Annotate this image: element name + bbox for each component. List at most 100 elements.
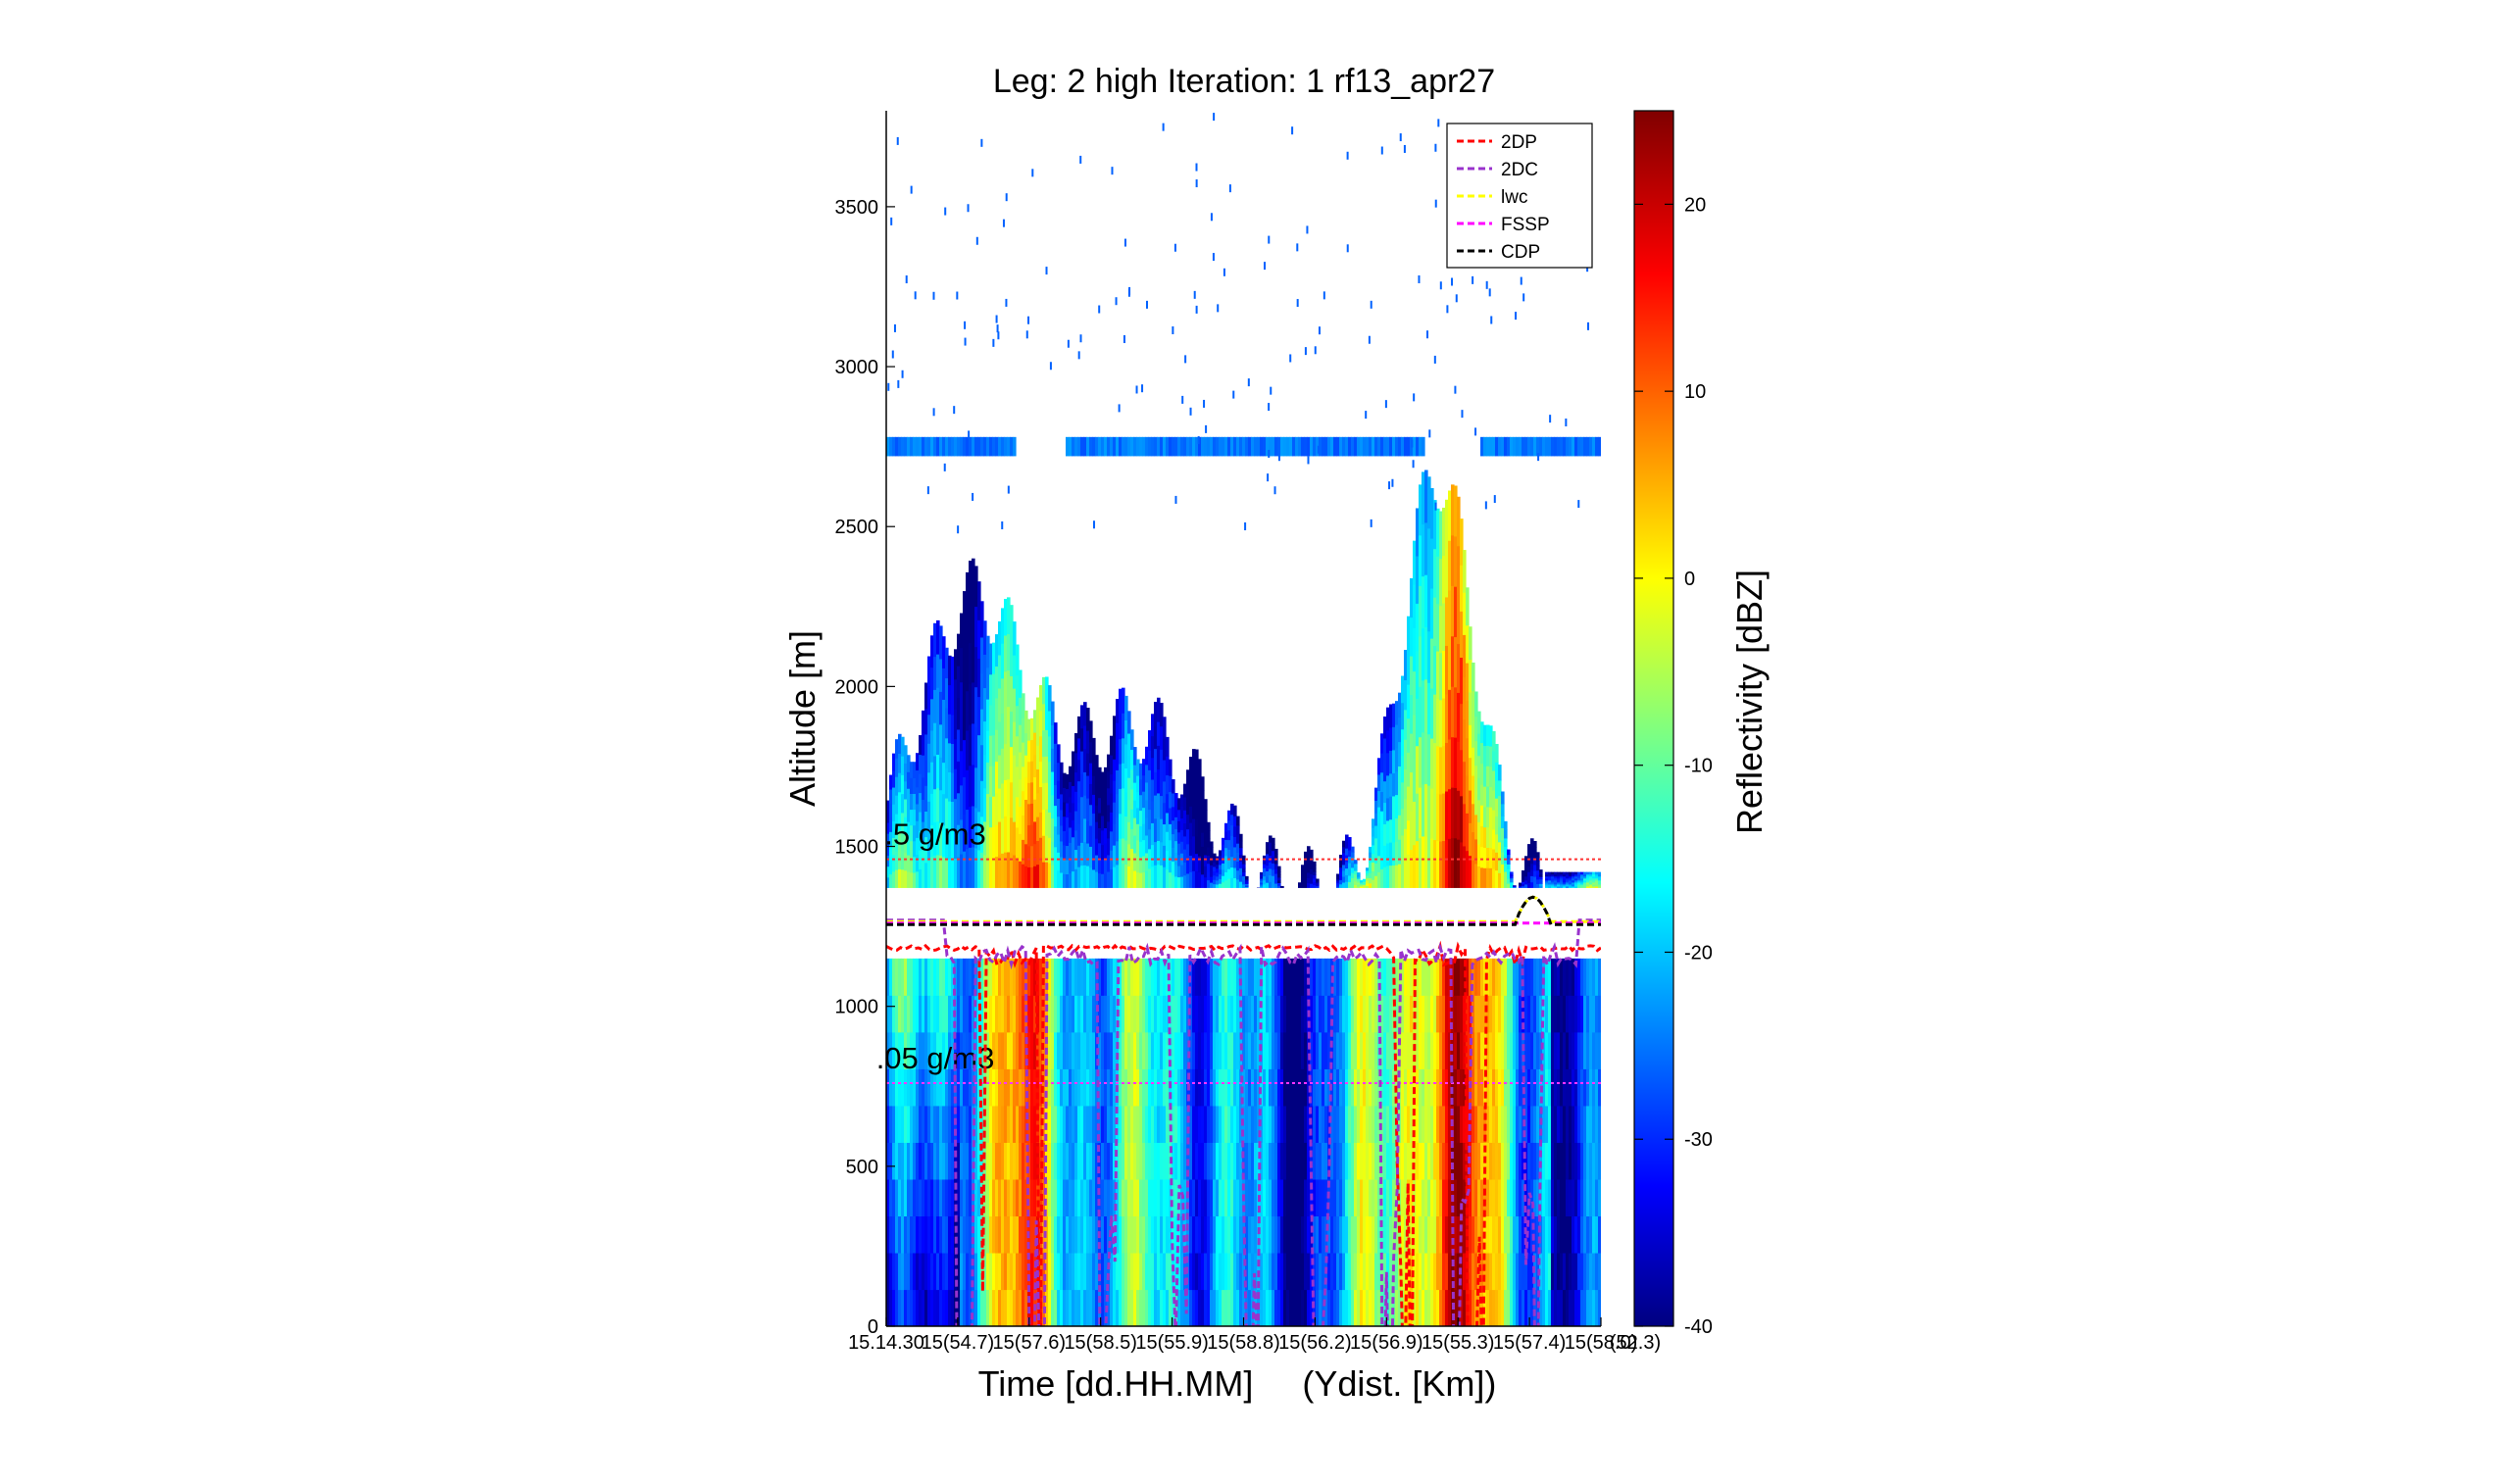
upper-layer-echo-cell xyxy=(1407,436,1411,457)
echo-cell xyxy=(1245,1142,1249,1180)
echo-cell xyxy=(1580,1289,1584,1326)
echo-cell xyxy=(1466,624,1470,664)
echo-cell xyxy=(1133,958,1137,996)
echo-cell xyxy=(1419,787,1422,839)
echo-cell xyxy=(1060,871,1064,889)
echo-cell xyxy=(1163,1068,1167,1107)
echo-cell xyxy=(1022,693,1025,718)
echo-cell xyxy=(1301,882,1305,886)
echo-cell xyxy=(1454,1289,1458,1326)
noise-speck xyxy=(1195,179,1198,188)
echo-cell xyxy=(1151,844,1155,867)
echo-cell xyxy=(1495,779,1499,799)
echo-cell xyxy=(1019,1215,1023,1254)
echo-cell xyxy=(1422,1215,1425,1254)
legend-label-lwc: lwc xyxy=(1501,187,1527,208)
echo-cell xyxy=(1369,877,1372,884)
echo-cell xyxy=(1372,844,1375,855)
echo-cell xyxy=(1369,862,1372,868)
echo-cell xyxy=(954,1031,958,1069)
echo-cell xyxy=(1124,958,1128,996)
echo-cell xyxy=(1513,958,1517,996)
echo-cell xyxy=(1092,737,1096,758)
echo-cell xyxy=(1563,885,1567,889)
echo-cell xyxy=(1589,1031,1593,1069)
echo-cell xyxy=(1586,885,1590,889)
echo-cell xyxy=(1042,1178,1046,1217)
echo-cell xyxy=(1548,1068,1552,1107)
echo-cell xyxy=(1207,838,1211,848)
echo-cell xyxy=(1019,1068,1023,1107)
echo-cell xyxy=(1001,1105,1005,1143)
upper-layer-echo-cell xyxy=(1007,436,1011,457)
echo-cell xyxy=(1033,731,1037,756)
echo-cell xyxy=(922,732,925,756)
echo-cell xyxy=(924,785,928,812)
echo-cell xyxy=(1245,880,1249,883)
echo-cell xyxy=(1154,1289,1158,1326)
echo-cell xyxy=(922,1142,925,1180)
echo-cell xyxy=(1557,877,1561,881)
echo-cell xyxy=(1333,1215,1337,1254)
echo-cell xyxy=(1598,1252,1601,1291)
echo-cell xyxy=(901,1068,905,1107)
echo-cell xyxy=(936,1068,940,1107)
echo-cell xyxy=(1195,1142,1199,1180)
echo-cell xyxy=(1266,1031,1270,1069)
echo-cell xyxy=(1422,627,1425,681)
echo-cell xyxy=(933,1215,937,1254)
echo-cell xyxy=(1098,958,1102,996)
echo-cell xyxy=(1139,841,1143,858)
echo-cell xyxy=(1239,881,1243,889)
echo-cell xyxy=(1424,783,1428,837)
echo-cell xyxy=(1457,692,1461,742)
echo-cell xyxy=(1051,701,1055,725)
echo-cell xyxy=(939,691,943,725)
echo-cell xyxy=(910,871,914,889)
echo-cell xyxy=(1383,759,1387,782)
echo-cell xyxy=(995,1252,999,1291)
echo-cell xyxy=(1110,1252,1114,1291)
echo-cell xyxy=(1036,768,1040,794)
echo-cell xyxy=(1539,876,1543,880)
echo-cell xyxy=(989,643,993,675)
echo-cell xyxy=(1163,995,1167,1033)
echo-cell xyxy=(966,1068,970,1107)
echo-cell xyxy=(1133,1142,1137,1180)
echo-cell xyxy=(1310,883,1314,889)
echo-cell xyxy=(992,1105,996,1143)
echo-cell xyxy=(1107,854,1111,872)
echo-cell xyxy=(1589,1215,1593,1254)
echo-cell xyxy=(1013,1068,1017,1107)
echo-cell xyxy=(1116,769,1120,795)
echo-cell xyxy=(1316,878,1320,881)
echo-cell xyxy=(1263,879,1267,885)
echo-cell xyxy=(1566,1252,1570,1291)
echo-cell xyxy=(1377,1215,1381,1254)
echo-cell xyxy=(939,822,943,857)
upper-layer-echo-cell xyxy=(954,436,958,457)
echo-cell xyxy=(1133,782,1137,801)
echo-cell xyxy=(1392,1105,1396,1143)
echo-cell xyxy=(1527,1215,1531,1254)
echo-cell xyxy=(1480,1215,1484,1254)
echo-cell xyxy=(1392,818,1396,843)
upper-layer-echo-cell xyxy=(1313,436,1317,457)
echo-cell xyxy=(1313,958,1317,996)
echo-cell xyxy=(1569,995,1572,1033)
echo-cell xyxy=(1057,816,1061,835)
echo-cell xyxy=(995,761,999,794)
echo-cell xyxy=(1560,879,1564,883)
echo-cell xyxy=(1457,839,1461,889)
echo-cell xyxy=(1130,958,1134,996)
echo-cell xyxy=(1533,1031,1537,1069)
upper-layer-echo-cell xyxy=(1598,436,1601,457)
echo-cell xyxy=(1110,995,1114,1033)
echo-cell xyxy=(957,697,961,730)
echo-cell xyxy=(1595,879,1599,883)
echo-cell xyxy=(1210,853,1214,860)
echo-cell xyxy=(1551,1142,1555,1180)
echo-cell xyxy=(1380,829,1384,851)
echo-cell xyxy=(1563,883,1567,887)
echo-cell xyxy=(1313,1142,1317,1180)
